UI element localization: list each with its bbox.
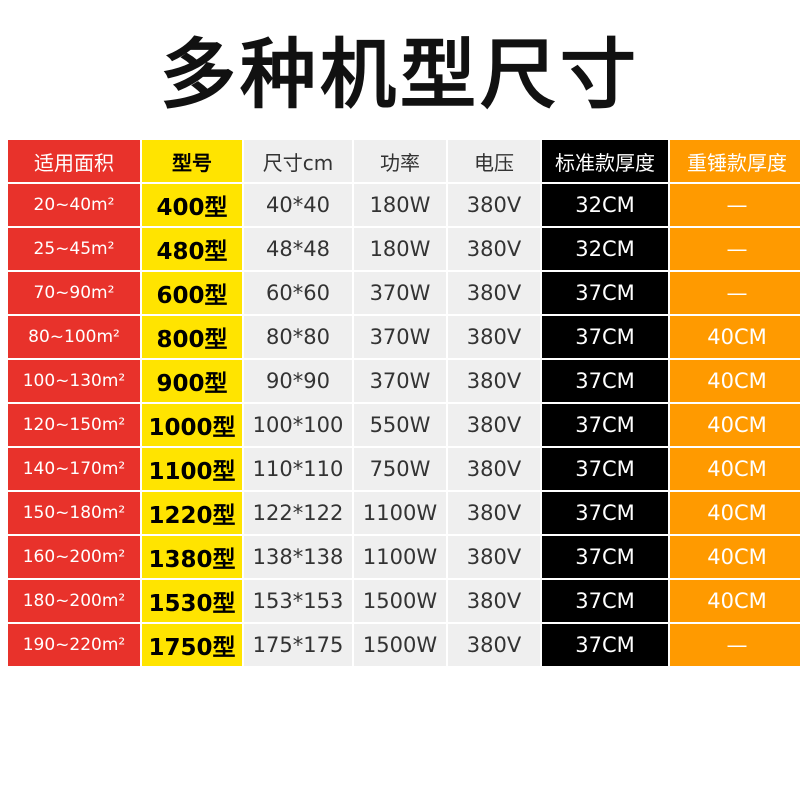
table-cell: 380V (448, 536, 540, 578)
table-cell: 120~150m² (8, 404, 140, 446)
table-cell: 380V (448, 316, 540, 358)
table-cell: 1500W (354, 580, 446, 622)
header-cell: 功率 (354, 140, 446, 182)
table-cell: 1750型 (142, 624, 242, 666)
table-cell: 1530型 (142, 580, 242, 622)
table-cell: 370W (354, 360, 446, 402)
table-cell: 380V (448, 580, 540, 622)
table-cell: 37CM (542, 492, 668, 534)
table-cell: 380V (448, 228, 540, 270)
table-cell: 380V (448, 624, 540, 666)
table-cell: 40CM (670, 536, 800, 578)
table-cell: 138*138 (244, 536, 352, 578)
header-cell: 电压 (448, 140, 540, 182)
table-cell: 180~200m² (8, 580, 140, 622)
table-cell: 80~100m² (8, 316, 140, 358)
header-cell: 型号 (142, 140, 242, 182)
table-cell: 1000型 (142, 404, 242, 446)
table-cell: 1220型 (142, 492, 242, 534)
table-cell: 750W (354, 448, 446, 490)
table-cell: 140~170m² (8, 448, 140, 490)
table-cell: 40CM (670, 448, 800, 490)
table-cell: 380V (448, 448, 540, 490)
table-cell: 180W (354, 184, 446, 226)
table-cell: 1100W (354, 492, 446, 534)
table-cell: 70~90m² (8, 272, 140, 314)
table-cell: 150~180m² (8, 492, 140, 534)
title: 多种机型尺寸 (160, 30, 640, 119)
table-cell: 190~220m² (8, 624, 140, 666)
table-cell: 37CM (542, 580, 668, 622)
table-cell: 100~130m² (8, 360, 140, 402)
table-cell: 100*100 (244, 404, 352, 446)
table-cell: 37CM (542, 404, 668, 446)
table-cell: 20~40m² (8, 184, 140, 226)
table-cell: 1380型 (142, 536, 242, 578)
spec-table: 适用面积 型号 尺寸cm 功率 电压 标准款厚度 重锤款厚度 20~40m² 400型 40*40… (8, 140, 800, 666)
table-cell: — (670, 624, 800, 666)
table-cell: 90*90 (244, 360, 352, 402)
table-cell: 370W (354, 316, 446, 358)
table-cell: — (670, 184, 800, 226)
table-cell: 48*48 (244, 228, 352, 270)
table-cell: 37CM (542, 316, 668, 358)
table-cell: 800型 (142, 316, 242, 358)
table-cell: 40CM (670, 580, 800, 622)
table-cell: 600型 (142, 272, 242, 314)
table-cell: 380V (448, 184, 540, 226)
table-cell: 80*80 (244, 316, 352, 358)
table-cell: 480型 (142, 228, 242, 270)
table-cell: 380V (448, 492, 540, 534)
table-cell: 380V (448, 272, 540, 314)
table-cell: 380V (448, 360, 540, 402)
table-cell: — (670, 228, 800, 270)
table-cell: 60*60 (244, 272, 352, 314)
table-cell: 32CM (542, 228, 668, 270)
table-cell: 37CM (542, 536, 668, 578)
table-cell: 37CM (542, 360, 668, 402)
table-cell: 900型 (142, 360, 242, 402)
header-cell: 标准款厚度 (542, 140, 668, 182)
table-cell: 180W (354, 228, 446, 270)
table-cell: 40*40 (244, 184, 352, 226)
table-cell: 370W (354, 272, 446, 314)
table-cell: 380V (448, 404, 540, 446)
table-cell: 400型 (142, 184, 242, 226)
table-cell: 1500W (354, 624, 446, 666)
table-cell: 122*122 (244, 492, 352, 534)
table-cell: 175*175 (244, 624, 352, 666)
table-cell: 110*110 (244, 448, 352, 490)
header-cell: 适用面积 (8, 140, 140, 182)
header-cell: 尺寸cm (244, 140, 352, 182)
table-cell: 37CM (542, 448, 668, 490)
table-cell: 25~45m² (8, 228, 140, 270)
table-cell: 153*153 (244, 580, 352, 622)
table-cell: 1100型 (142, 448, 242, 490)
table-cell: 1100W (354, 536, 446, 578)
header-cell: 重锤款厚度 (670, 140, 800, 182)
table-cell: 32CM (542, 184, 668, 226)
table-cell: 37CM (542, 624, 668, 666)
table-cell: 40CM (670, 404, 800, 446)
table-cell: 37CM (542, 272, 668, 314)
table-cell: 40CM (670, 316, 800, 358)
table-cell: 160~200m² (8, 536, 140, 578)
table-cell: 40CM (670, 492, 800, 534)
table-cell: 40CM (670, 360, 800, 402)
table-cell: — (670, 272, 800, 314)
table-cell: 550W (354, 404, 446, 446)
